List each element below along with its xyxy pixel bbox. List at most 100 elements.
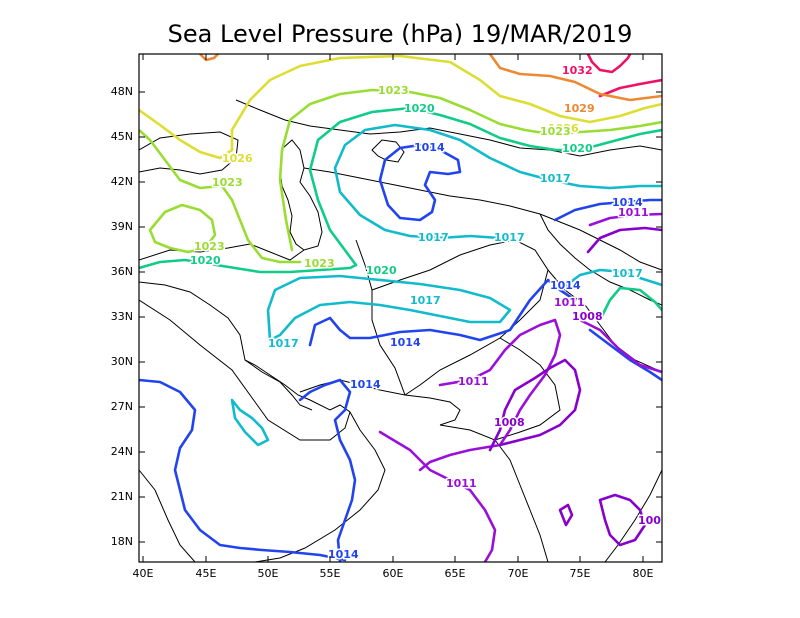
contour-1020-north: [308, 106, 662, 267]
contour-label: 1032: [562, 64, 593, 77]
border-iraq-syria: [139, 281, 246, 361]
contour-label: 1029: [564, 102, 595, 115]
x-tick-label: 60E: [383, 567, 404, 580]
contour-1011-main: [418, 318, 562, 472]
y-tick-label: 36N: [111, 265, 133, 278]
contour-label: 1023: [194, 240, 225, 253]
contour-1017-north: [333, 123, 662, 242]
contour-label: 1020: [366, 264, 397, 277]
contour-label: 1011: [618, 206, 649, 219]
contour-1014-se: [588, 328, 662, 382]
india-east-coast: [604, 469, 662, 562]
contour-label: 1008: [638, 514, 669, 527]
contour-label: 1026: [222, 152, 253, 165]
arabian-south-coast: [254, 411, 386, 562]
y-tick-label: 39N: [111, 220, 133, 233]
contour-label: 1014: [350, 378, 381, 391]
contour-1011-east: [588, 212, 662, 227]
pressure-contours: [139, 54, 662, 562]
border-iran-afghanistan: [355, 239, 406, 396]
contour-1014-arabia: [139, 378, 347, 562]
border-central-asia: [303, 167, 662, 271]
contour-label: 1014: [414, 141, 445, 154]
contour-label: 1011: [458, 375, 489, 388]
contour-1026-west: [139, 108, 234, 160]
persian-gulf-coast: [244, 359, 313, 411]
contour-label: 1017: [540, 172, 571, 185]
contour-1008-small: [558, 503, 574, 527]
y-tick-label: 27N: [111, 400, 133, 413]
contour-1017-gulf: [230, 398, 270, 447]
contour-label: 1020: [404, 102, 435, 115]
contour-label: 1014: [328, 548, 359, 561]
contour-label: 1008: [572, 310, 603, 323]
y-tick-label: 30N: [111, 355, 133, 368]
y-tick-label: 18N: [111, 535, 133, 548]
y-tick-label: 21N: [111, 490, 133, 503]
y-tick-label: 42N: [111, 175, 133, 188]
y-tick-label: 33N: [111, 310, 133, 323]
contour-1008-india: [488, 358, 582, 452]
contour-label: 1014: [390, 336, 421, 349]
contour-1029-nw: [198, 54, 220, 62]
border-kazakhstan: [235, 99, 662, 157]
contour-1020-west: [139, 258, 358, 274]
contour-1014-central: [308, 278, 577, 347]
contour-1023-west: [139, 128, 302, 264]
border-india-pakistan: [494, 337, 561, 441]
contour-1014-oman: [298, 378, 357, 562]
arabian-peninsula-coast: [139, 299, 351, 441]
contour-1014-east: [553, 198, 662, 222]
contour-label: 1011: [554, 296, 585, 309]
contour-label: 1026: [548, 122, 579, 135]
contour-labels: 1032 1029 1026 1026 1023 1023 1023 1023 …: [189, 63, 669, 563]
contour-label: 1014: [612, 196, 643, 209]
red-sea-west-coast: [139, 469, 196, 562]
contour-1023-north: [278, 88, 662, 252]
contour-1017-east: [558, 268, 662, 292]
contour-1032-east: [598, 78, 662, 98]
map-title: Sea Level Pressure (hPa) 19/MAR/2019: [168, 20, 633, 48]
plot-frame: [138, 53, 663, 563]
contour-label: 1017: [418, 231, 449, 244]
contour-label: 1020: [562, 142, 593, 155]
contour-label: 1017: [612, 267, 643, 280]
contour-1029: [488, 54, 662, 102]
contour-1023-loop: [148, 203, 217, 254]
contour-label: 1011: [446, 477, 477, 490]
y-axis-labels: 48N 45N 42N 39N 36N 33N 30N 27N 24N 21N …: [111, 85, 133, 548]
x-axis-labels: 40E 45E 50E 55E 60E 65E 70E 75E 80E: [133, 567, 654, 580]
y-tick-label: 45N: [111, 130, 133, 143]
y-tick-label: 48N: [111, 85, 133, 98]
contour-label: 1023: [304, 257, 335, 270]
border-tarim: [539, 213, 662, 306]
x-tick-label: 75E: [570, 567, 591, 580]
y-tick-label: 24N: [111, 445, 133, 458]
contour-1011-south: [378, 430, 497, 562]
x-tick-label: 70E: [508, 567, 529, 580]
india-west-coast: [439, 424, 549, 562]
contour-label: 1023: [378, 84, 409, 97]
contour-1017-loop: [266, 274, 512, 342]
contour-label: 1020: [190, 254, 221, 267]
contour-1008-east: [586, 226, 662, 254]
x-tick-label: 50E: [258, 567, 279, 580]
contour-label: 1017: [410, 294, 441, 307]
contour-1014-low: [378, 143, 462, 222]
aral-sea-coast: [371, 139, 405, 163]
contour-1011-se: [578, 318, 662, 374]
contour-label: 1017: [494, 231, 525, 244]
x-tick-label: 45E: [196, 567, 217, 580]
x-tick-label: 40E: [133, 567, 154, 580]
contour-label: 1023: [540, 125, 571, 138]
x-tick-label: 65E: [445, 567, 466, 580]
contour-1020-east: [598, 286, 662, 322]
plot-area: 1032 1029 1026 1026 1023 1023 1023 1023 …: [139, 54, 669, 563]
x-tick-label: 55E: [320, 567, 341, 580]
contour-1026: [230, 54, 662, 132]
border-afghanistan-pakistan: [371, 239, 549, 396]
contour-label: 1017: [268, 337, 299, 350]
x-tick-label: 80E: [633, 567, 654, 580]
contour-1032: [586, 54, 632, 74]
